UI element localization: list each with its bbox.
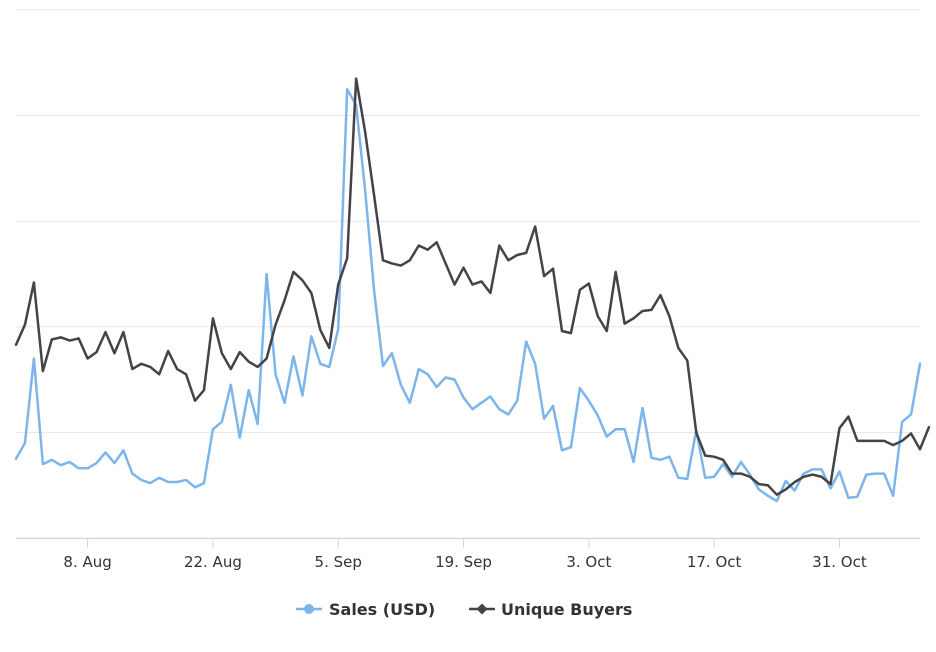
diamond-marker-icon: [476, 603, 488, 615]
x-tick-label: 3. Oct: [566, 553, 611, 571]
series-line-unique-buyers: [14, 77, 931, 496]
circle-marker-icon: [304, 604, 314, 614]
legend[interactable]: Sales (USD) Unique Buyers: [296, 600, 632, 619]
x-tick-label: 19. Sep: [435, 553, 492, 571]
legend-item-sales[interactable]: Sales (USD): [296, 600, 435, 619]
legend-label: Unique Buyers: [501, 600, 632, 619]
x-tick-label: 17. Oct: [687, 553, 742, 571]
x-tick-label: 31. Oct: [812, 553, 867, 571]
series-line-sales: [14, 87, 922, 503]
x-axis: 8. Aug 22. Aug 5. Sep 19. Sep 3. Oct 17. Oct 3…: [16, 538, 920, 571]
legend-item-unique-buyers[interactable]: Unique Buyers: [469, 600, 632, 619]
x-tick-label: 5. Sep: [315, 553, 362, 571]
x-tick-label: 8. Aug: [63, 553, 111, 571]
legend-label: Sales (USD): [329, 600, 435, 619]
series-layer: [14, 77, 931, 503]
x-tick-label: 22. Aug: [184, 553, 242, 571]
